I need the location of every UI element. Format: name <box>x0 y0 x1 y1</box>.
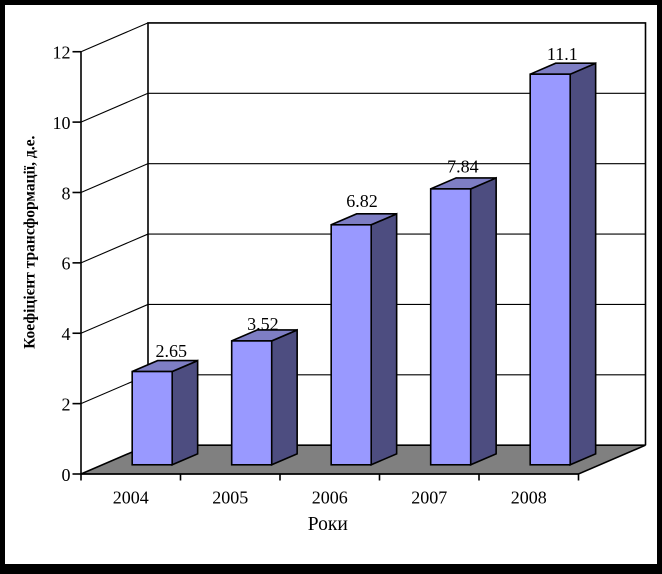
svg-text:0: 0 <box>62 465 71 485</box>
svg-text:2006: 2006 <box>312 487 348 507</box>
svg-text:2005: 2005 <box>212 487 248 507</box>
svg-text:2008: 2008 <box>511 487 547 507</box>
svg-text:7.84: 7.84 <box>447 157 479 177</box>
svg-text:10: 10 <box>53 113 71 133</box>
svg-text:2004: 2004 <box>113 487 149 507</box>
svg-text:Коефіцієнт трансформації, д.е.: Коефіцієнт трансформації, д.е. <box>21 136 38 349</box>
svg-text:2: 2 <box>62 394 71 414</box>
svg-text:2007: 2007 <box>411 487 447 507</box>
svg-text:Роки: Роки <box>308 514 348 535</box>
svg-text:3.52: 3.52 <box>247 314 279 334</box>
svg-text:4: 4 <box>62 324 71 344</box>
svg-text:11.1: 11.1 <box>547 44 578 64</box>
svg-text:8: 8 <box>62 183 71 203</box>
svg-text:2.65: 2.65 <box>155 341 187 361</box>
svg-text:12: 12 <box>53 43 71 63</box>
svg-text:6.82: 6.82 <box>346 191 378 211</box>
svg-text:6: 6 <box>62 254 71 274</box>
